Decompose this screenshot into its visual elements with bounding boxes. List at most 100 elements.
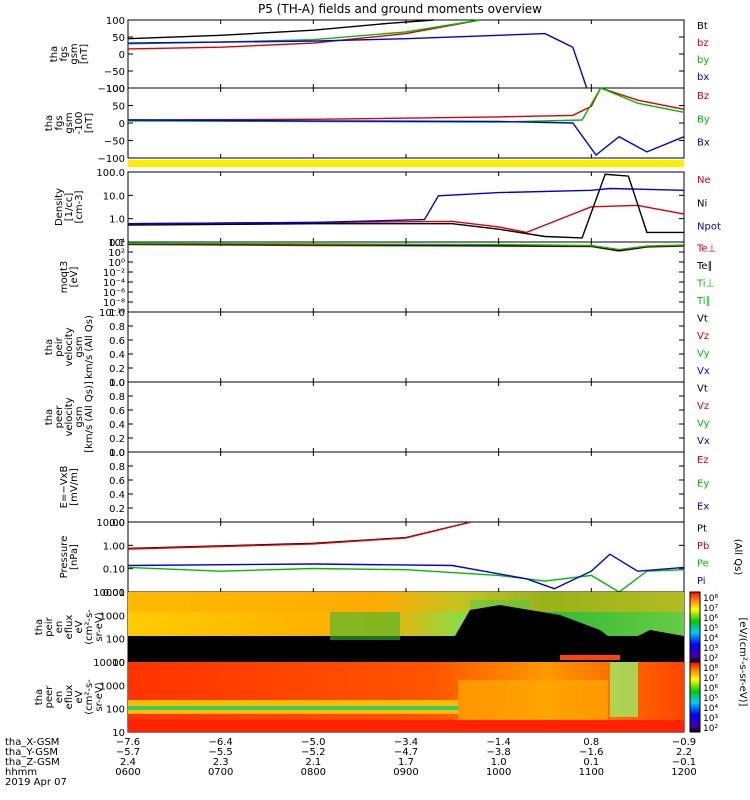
x-tick-label: 1.0 <box>491 757 507 768</box>
x-tick-label: −3.4 <box>394 737 418 748</box>
x-tick-label: 1.7 <box>398 757 414 768</box>
x-tick-label: 0.1 <box>583 757 599 768</box>
y-axis-label: moqt3 <box>59 261 70 294</box>
y-axis-label: (cm²-s- <box>84 679 95 715</box>
y-axis-label: tha <box>44 115 55 131</box>
y-tick-label: 10 <box>112 658 125 669</box>
y-axis-label: eflux <box>64 615 75 640</box>
legend-entry: Pt <box>697 523 707 534</box>
y-axis-label: eV <box>74 690 85 703</box>
x-row-label: tha_Z-GSM <box>5 757 60 768</box>
x-tick-label: 2.1 <box>305 757 321 768</box>
y-axis-label: eflux <box>64 685 75 710</box>
y-axis-label: tha <box>49 46 60 62</box>
x-tick-label: −5.0 <box>301 737 325 748</box>
x-tick-label: −5.7 <box>116 747 140 758</box>
y-tick-label: 1.00 <box>103 541 125 552</box>
x-tick-label: −0.1 <box>672 757 696 768</box>
legend-entry: Vy <box>697 348 710 359</box>
legend-entry: Bt <box>697 21 708 32</box>
y-tick-label: 0.6 <box>109 406 125 417</box>
y-tick-label: 1.0 <box>109 215 125 226</box>
y-tick-label: 1000 <box>100 611 125 622</box>
y-axis-label: peer <box>54 405 65 429</box>
y-axis-label: tha <box>44 409 55 425</box>
colorbar-tick-label: 10⁸ <box>703 664 718 674</box>
y-tick-label: 10 <box>112 728 125 739</box>
side-label: (All Qs) <box>732 539 743 576</box>
panel-frame <box>127 19 685 89</box>
series-line-By <box>127 87 685 123</box>
legend-entry: Ex <box>697 502 709 513</box>
y-axis-label: en <box>54 691 65 704</box>
x-tick-label: 2.4 <box>120 757 136 768</box>
legend-entry: bz <box>697 38 709 49</box>
panel-frame <box>127 311 685 383</box>
y-axis-label: fgs <box>59 46 70 61</box>
legend-entry: Vx <box>697 366 710 377</box>
y-tick-label: 100 <box>106 705 125 716</box>
x-tick-label: 1200 <box>671 767 696 778</box>
panel-fgs-gsm-clipped: 100 50 0 −50 −100 tha fgs gsm -100 [nT] Bz By Bx <box>44 84 710 165</box>
y-tick-label: 10⁻¹⁰ <box>99 308 125 319</box>
x-tick-label: −1.4 <box>487 737 511 748</box>
colorbar-tick-label: 10⁵ <box>703 624 718 634</box>
series-line-bx <box>127 32 588 89</box>
y-tick-label: 50 <box>112 33 125 44</box>
colorbar-tick-label: 10⁴ <box>703 704 718 714</box>
y-axis-label: Density <box>54 188 65 226</box>
colorbars <box>689 591 701 733</box>
y-tick-label: 0.0 <box>109 448 125 459</box>
legend-entry: Vy <box>697 418 710 429</box>
legend-entry: Pb <box>697 541 709 552</box>
y-tick-label: 0.4 <box>109 350 125 361</box>
y-tick-label: 50 <box>112 102 125 113</box>
colorbar-tick-label: 10³ <box>703 714 718 724</box>
y-tick-label: 0.2 <box>109 364 125 375</box>
y-tick-label: 10000 <box>93 588 125 599</box>
y-axis-label: [mV/m] <box>69 468 80 506</box>
colorbar-tick-label: 10⁶ <box>703 684 718 694</box>
y-tick-label: 10⁻² <box>103 268 125 279</box>
legend-entry: Ni <box>697 198 707 209</box>
panel-fgs-gsm: 100 50 0 −50 −100 tha fgs gsm [nT] Bt bz by bx <box>49 16 709 95</box>
legend-entry: By <box>697 114 710 125</box>
y-tick-label: −50 <box>104 67 125 78</box>
y-tick-label: 10.0 <box>103 191 125 202</box>
y-axis-label: tha <box>34 689 45 705</box>
series-line-bz <box>127 19 481 50</box>
y-tick-label: 0.2 <box>109 434 125 445</box>
panel-frame <box>127 381 685 453</box>
y-axis-label: [nT] <box>79 44 90 64</box>
series-line-Bt <box>127 19 434 40</box>
colorbar-tick-label: 10⁵ <box>703 694 718 704</box>
y-tick-label: 0.6 <box>109 476 125 487</box>
y-tick-label: 0.4 <box>109 420 125 431</box>
series-line-Bz <box>127 87 685 121</box>
y-axis-label: velocity <box>64 327 75 366</box>
legend-entry: Ne <box>697 175 711 186</box>
y-axis-label: [eV] <box>69 267 80 288</box>
x-tick-label: −6.4 <box>209 737 233 748</box>
panel-frame <box>127 451 685 523</box>
x-row-label: tha_Y-GSM <box>5 747 58 758</box>
panel-pressure: 10.00 1.00 0.10 0.01 Pressure [nPa] Pt Pb Pe Pi (A… <box>59 518 743 599</box>
legend-entry: Vt <box>697 313 708 324</box>
x-tick-label: −4.7 <box>394 747 418 758</box>
y-tick-label: −50 <box>104 137 125 148</box>
series-line-by <box>127 19 481 45</box>
x-tick-label: 1000 <box>486 767 511 778</box>
y-tick-label: 0.01 <box>103 588 125 599</box>
panel-density: 100.0 10.0 1.0 0.1 Density [1/cc] [cm-3] Ne Ni Np… <box>54 168 721 249</box>
y-tick-label: 100.0 <box>96 168 125 179</box>
y-axis-label: sr-eV) <box>94 682 105 711</box>
series-line-Pb <box>127 521 472 550</box>
x-tick-label: −5.5 <box>209 747 233 758</box>
colorbar-tick-label: 10⁸ <box>703 594 718 604</box>
y-axis-label: -100 <box>74 112 85 135</box>
y-axis-label: peir <box>44 616 55 636</box>
y-tick-label: 100 <box>106 16 125 27</box>
legend-entry: Vt <box>697 383 708 394</box>
panel-efield: 1.0 0.8 0.6 0.4 0.2 0.0 E=−VxB [mV/m] Ez Ey Ex <box>59 448 709 529</box>
